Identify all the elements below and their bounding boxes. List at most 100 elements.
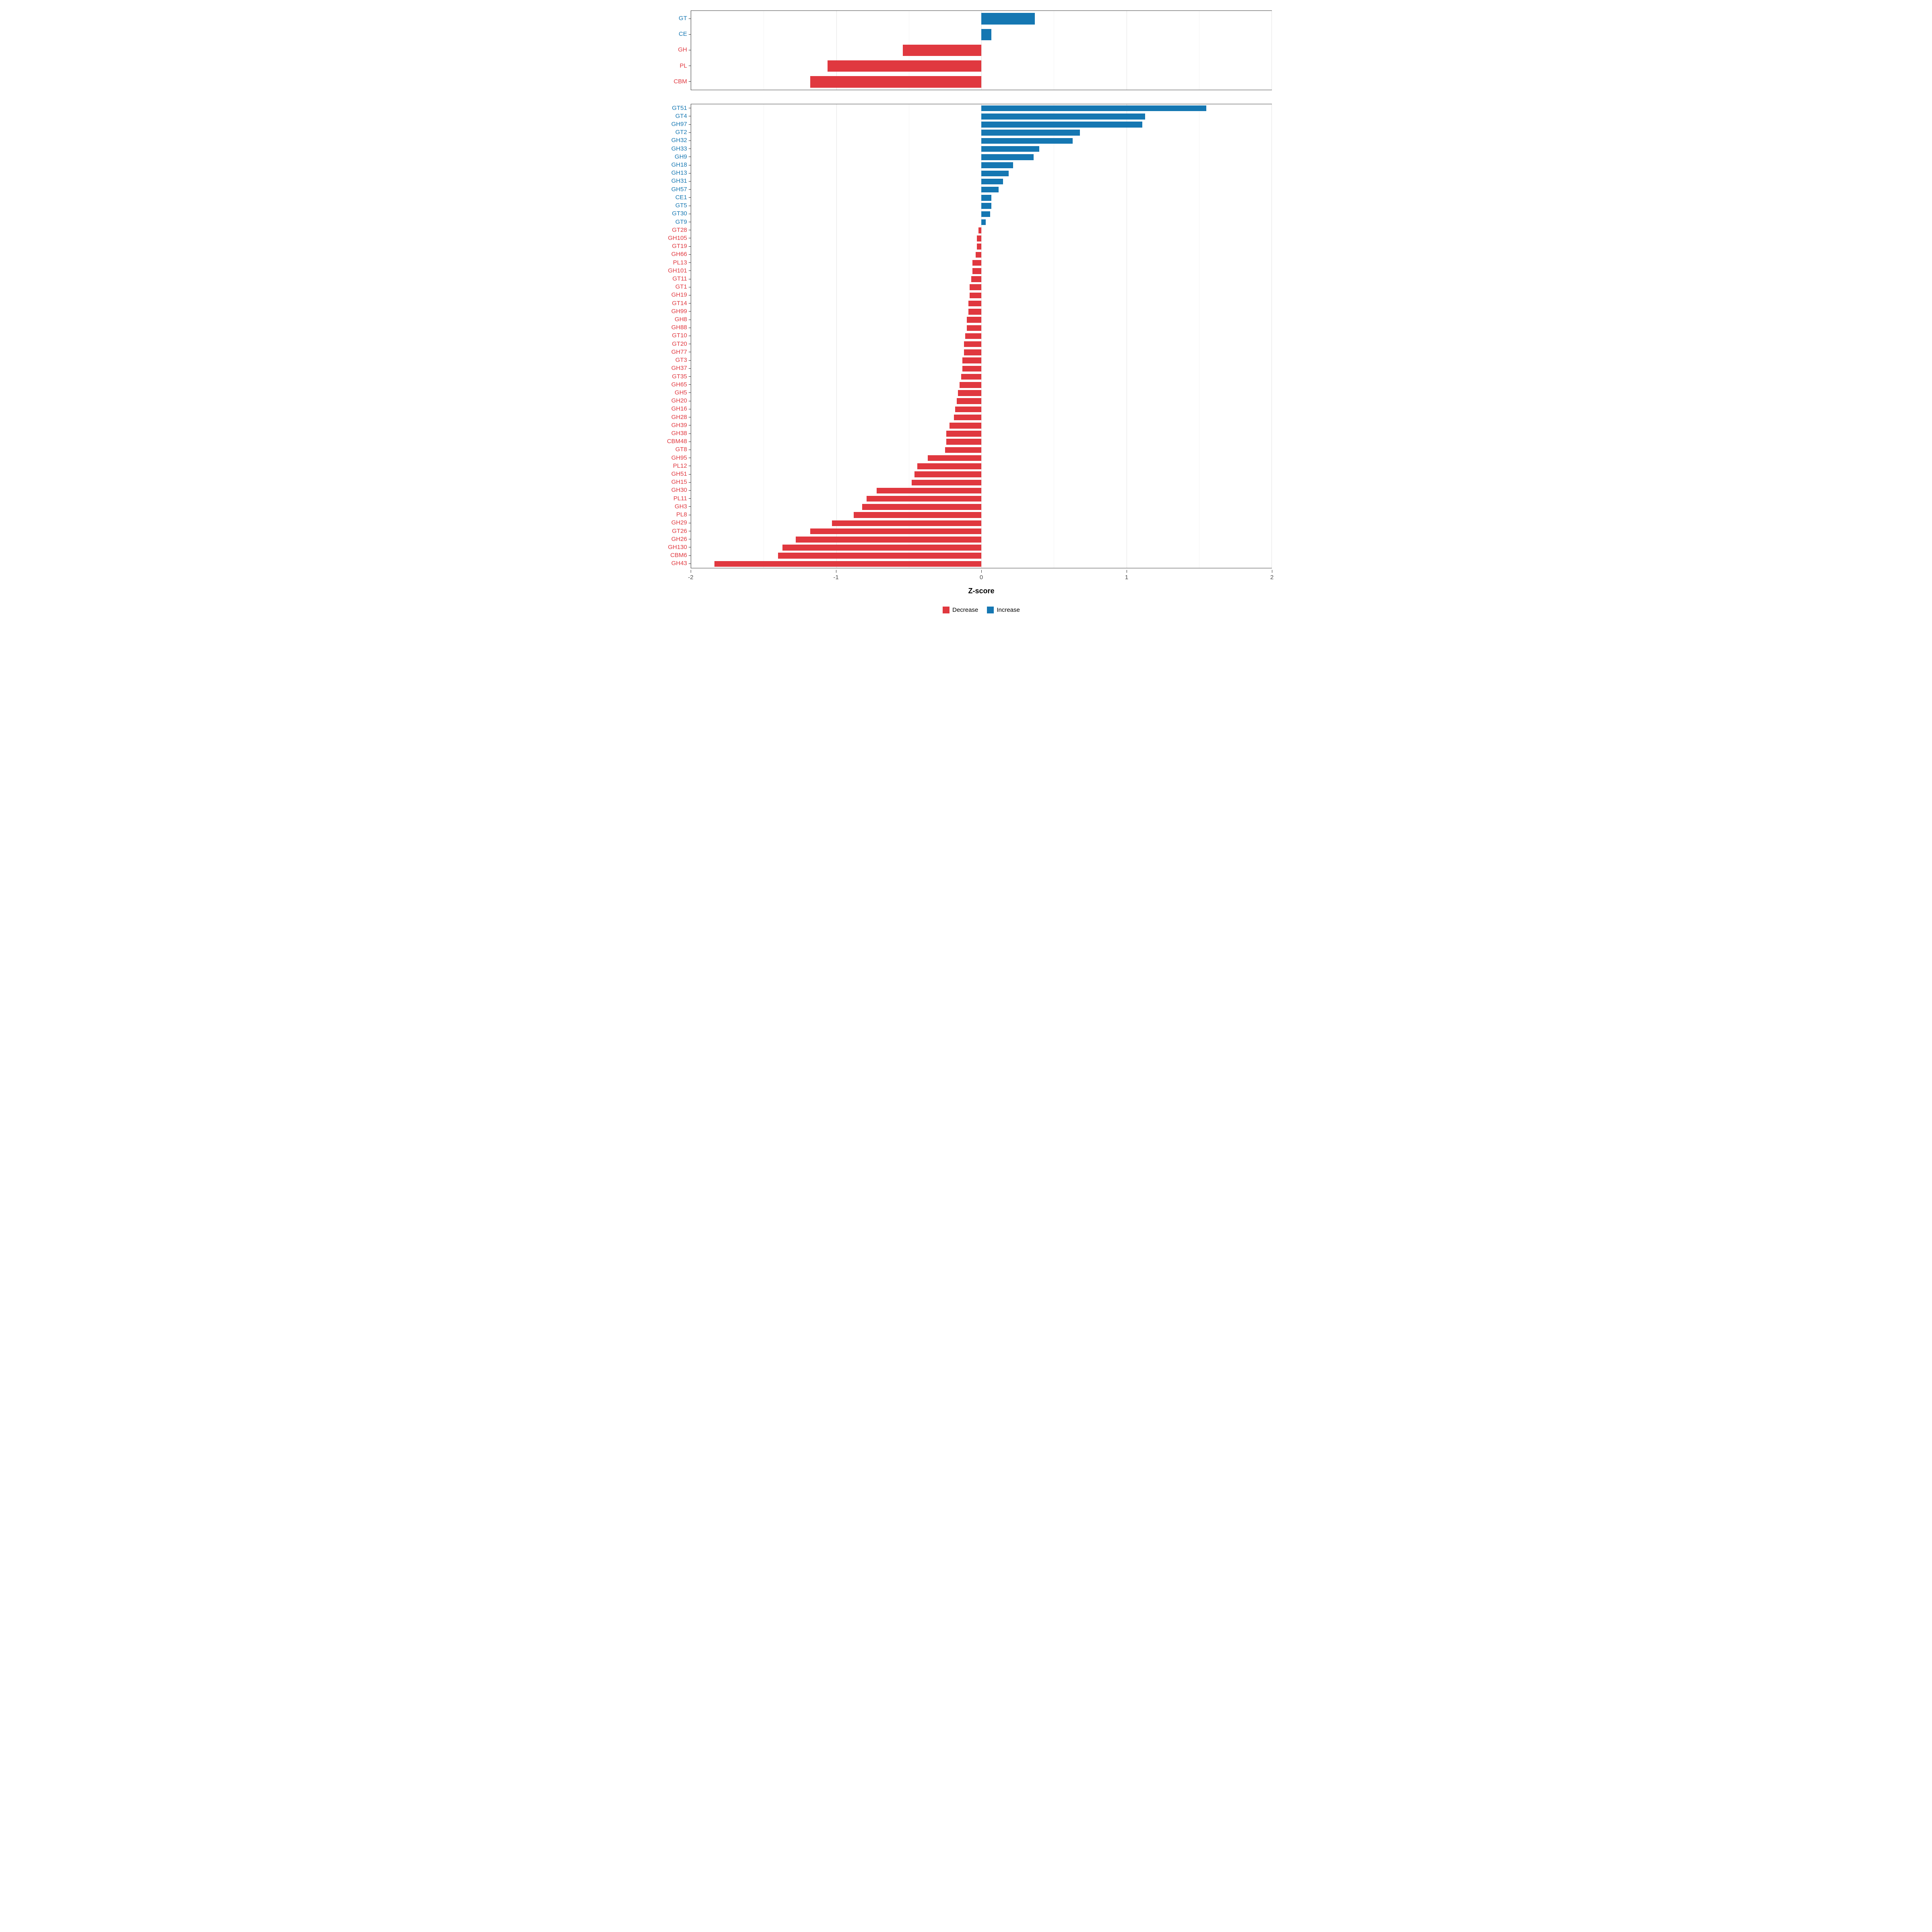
family-zscore-panel: GT51 GT4 GH97 GT2 GH32 GH33 GH9 GH18 GH13 GH31 GH5… [657,104,1272,568]
bar-gt8 [945,447,981,453]
y-axis-label-gh26: GH26 [671,535,687,543]
bar-gh33 [981,146,1040,152]
y-axis-label-pl13: PL13 [673,259,687,266]
bar-gt10 [965,333,981,339]
bar-gh8 [966,317,981,323]
y-axis-label-gh95: GH95 [671,454,687,461]
y-axis-label-gt51: GT51 [672,104,687,111]
y-axis-label-gt11: GT11 [672,275,687,282]
y-axis-label-gh30: GH30 [671,487,687,494]
bar-gh29 [832,520,981,526]
bar-gh18 [981,162,1013,168]
y-axis-label-gt19: GT19 [672,243,687,250]
y-axis-label-gh77: GH77 [671,348,687,355]
y-axis-label-gh65: GH65 [671,381,687,388]
bar-gt [981,13,1035,25]
y-axis-label-gh39: GH39 [671,421,687,429]
y-tick-mark [689,433,691,434]
y-axis-label-gt30: GT30 [672,210,687,217]
bar-gt2 [981,130,1080,136]
x-tick-label--1: -1 [833,574,839,581]
bar-gh16 [955,406,981,413]
y-axis-label-gt4: GT4 [675,112,687,120]
y-axis-label-gt20: GT20 [672,340,687,347]
y-axis-label-gh66: GH66 [671,251,687,258]
gridline-major [836,104,837,568]
y-tick-mark [689,392,691,393]
y-axis-label-gh33: GH33 [671,145,687,152]
bar-cbm48 [946,439,981,445]
y-axis-label-gt9: GT9 [675,218,687,225]
bar-gh9 [981,154,1034,160]
y-axis-label-gh38: GH38 [671,430,687,437]
bar-gh57 [981,186,999,193]
y-axis-label-gt1: GT1 [675,283,687,291]
y-axis-label-gt8: GT8 [675,446,687,453]
legend-label-decrease: Decrease [952,607,978,613]
class-zscore-panel: GT CE GH PL CBM [657,10,1272,90]
bar-ce1 [981,195,992,201]
y-axis-label-gh37: GH37 [671,365,687,372]
y-axis-label-gh99: GH99 [671,308,687,315]
y-axis-label-gt26: GT26 [672,527,687,535]
gridline-major [836,11,837,90]
y-axis-label-gt: GT [679,15,687,22]
bar-gh [903,44,981,56]
bar-gh15 [911,479,981,486]
y-axis-label-gt3: GT3 [675,357,687,364]
y-axis-label-gt5: GT5 [675,202,687,209]
family-panel-plot-area [691,104,1272,568]
y-axis-label-pl11: PL11 [673,495,687,502]
y-tick-mark [689,124,691,125]
bar-gh99 [968,309,981,315]
y-axis-label-gh101: GH101 [668,267,687,274]
y-tick-mark [689,189,691,190]
bar-gt1 [970,284,981,290]
x-tick-label--2: -2 [688,574,694,581]
y-tick-mark [689,34,691,35]
y-tick-mark [689,555,691,556]
y-axis-label-cbm6: CBM6 [670,552,687,559]
y-tick-mark [689,81,691,82]
bar-gh3 [862,504,981,510]
bar-gh38 [946,431,981,437]
gridline-major [981,104,982,568]
bar-gh101 [972,268,981,274]
y-axis-label-gh43: GH43 [671,560,687,567]
bar-gh105 [977,235,981,242]
y-axis-label-gh31: GH31 [671,178,687,185]
legend-label-increase: Increase [997,607,1020,613]
y-axis-label-pl: PL [679,62,687,69]
bar-gh88 [966,325,981,331]
bar-gt20 [964,341,981,347]
bar-pl13 [972,260,981,266]
y-axis-label-cbm48: CBM48 [667,438,687,445]
bar-gh31 [981,178,1003,185]
bar-gt51 [981,105,1206,111]
bar-gt5 [981,203,992,209]
bar-gt14 [968,300,981,307]
y-tick-mark [689,482,691,483]
legend-item-increase: Increase [987,607,1020,613]
bar-gh65 [959,382,981,388]
y-axis-label-gh3: GH3 [675,503,687,510]
legend: Decrease Increase [691,607,1272,613]
family-panel-y-axis: GT51 GT4 GH97 GT2 GH32 GH33 GH9 GH18 GH13 GH31 GH5… [657,104,691,568]
bar-gt3 [962,357,981,363]
bar-gh37 [962,365,981,372]
y-axis-label-gt35: GT35 [672,373,687,380]
x-axis: -2 -1 0 1 2 [688,570,1274,584]
bar-gt4 [981,114,1146,120]
gridline-major [1271,11,1272,90]
bar-gh5 [958,390,981,396]
bar-ce [981,29,992,40]
bar-gh77 [964,349,981,355]
bar-gh95 [927,455,981,461]
y-tick-mark [689,140,691,141]
bar-gh130 [782,545,981,551]
y-axis-label-gh15: GH15 [671,479,687,486]
increase-swatch [987,607,994,613]
bar-gh30 [877,487,981,494]
y-tick-mark [689,181,691,182]
y-axis-label-gh28: GH28 [671,413,687,421]
